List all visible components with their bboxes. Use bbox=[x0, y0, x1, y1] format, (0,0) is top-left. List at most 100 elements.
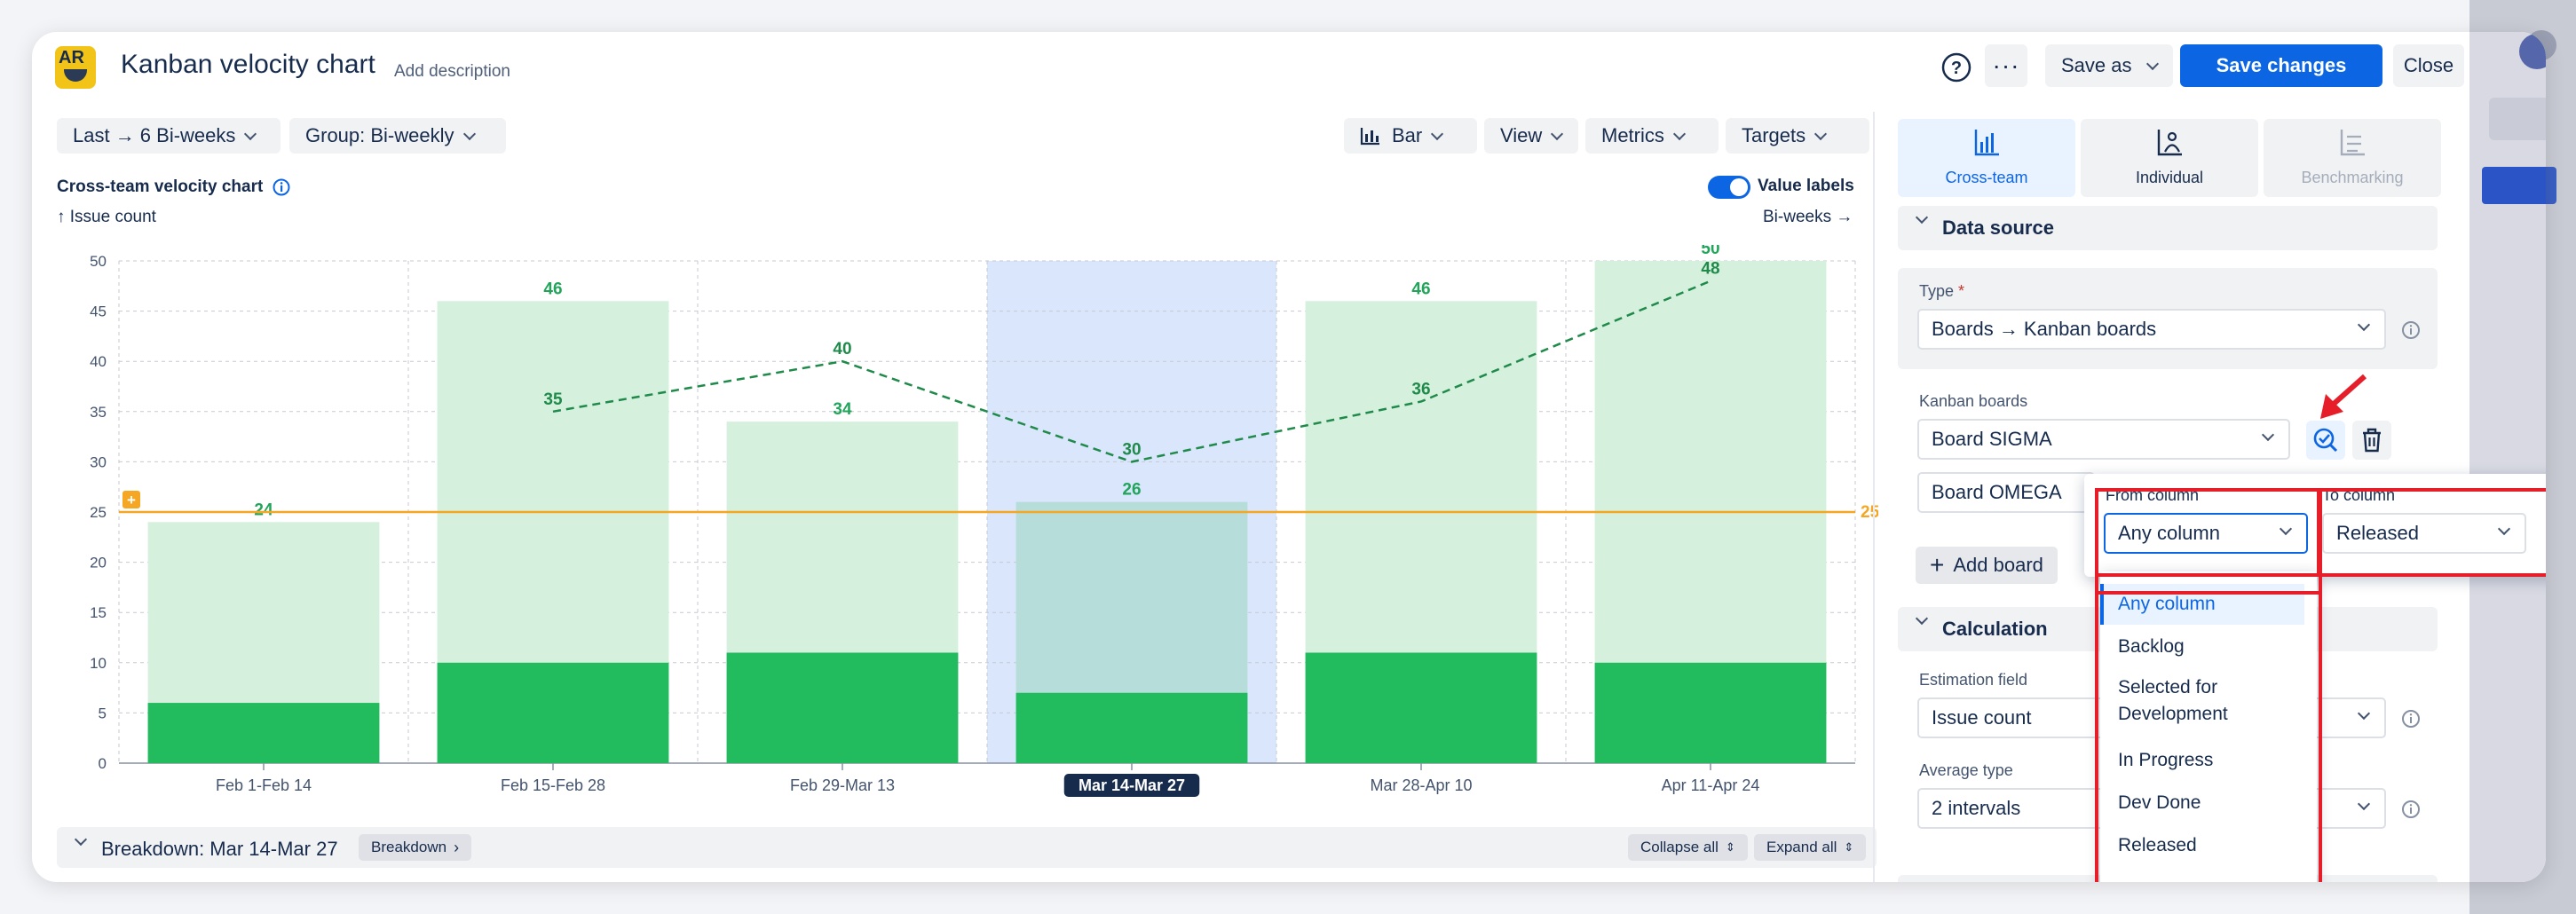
collapse-icon: ⇕ bbox=[1725, 840, 1735, 854]
average-type-label: Average type bbox=[1919, 761, 2013, 779]
menu-item-dev-done[interactable]: Dev Done bbox=[2118, 792, 2201, 813]
average-value-label: 48 bbox=[1701, 260, 1719, 279]
board-value: Board SIGMA bbox=[1932, 428, 2052, 450]
average-value-label: 30 bbox=[1122, 440, 1141, 459]
more-icon: ··· bbox=[1992, 51, 2020, 79]
average-type-value: 2 intervals bbox=[1932, 797, 2021, 819]
underlying-page-gutter bbox=[2469, 32, 2546, 882]
menu-item-selected-for-development[interactable]: Selected for Development bbox=[2118, 677, 2228, 724]
breakdown-button[interactable]: Breakdown › bbox=[359, 834, 472, 861]
estimation-value: Issue count bbox=[1932, 706, 2032, 729]
estimation-field-label: Estimation field bbox=[1919, 671, 2028, 689]
save-changes-button[interactable]: Save changes bbox=[2180, 44, 2382, 87]
menu-item-backlog[interactable]: Backlog bbox=[2118, 636, 2185, 657]
chart-title: Cross-team velocity chart bbox=[57, 177, 264, 196]
average-value-label: 36 bbox=[1411, 380, 1430, 398]
view-label: View bbox=[1500, 124, 1543, 146]
logo-text: AR bbox=[59, 48, 84, 67]
info-icon[interactable] bbox=[2400, 319, 2422, 341]
menu-item-any-column[interactable]: Any column bbox=[2100, 584, 2304, 625]
to-column-select[interactable]: Released bbox=[2322, 513, 2526, 554]
expand-all-button[interactable]: Expand all ⇕ bbox=[1754, 834, 1867, 861]
y-tick-label: 30 bbox=[90, 453, 107, 470]
selected-category-pill bbox=[1063, 774, 1200, 797]
from-column-value: Any column bbox=[2118, 522, 2220, 544]
from-column-menu: Any column Backlog Selected for Developm… bbox=[2100, 571, 2317, 882]
tab-label: Benchmarking bbox=[2301, 169, 2404, 186]
breakdown-button-label: Breakdown bbox=[371, 839, 447, 855]
bar-value-label: 50 bbox=[1701, 245, 1719, 258]
y-tick-label: 5 bbox=[99, 705, 107, 721]
help-icon[interactable]: ? bbox=[1939, 50, 1974, 85]
tab-individual[interactable]: Individual bbox=[2081, 119, 2258, 197]
save-as-label: Save as bbox=[2061, 54, 2132, 76]
type-field-label: Type * bbox=[1919, 282, 1965, 300]
target-label: 25 bbox=[1861, 503, 1878, 522]
from-column-select[interactable]: Any column bbox=[2104, 513, 2308, 554]
chart-editor-window: AR Kanban velocity chart Add description… bbox=[32, 32, 2546, 882]
close-button[interactable]: Close bbox=[2393, 44, 2464, 87]
y-tick-label: 40 bbox=[90, 353, 107, 370]
add-description-link[interactable]: Add description bbox=[394, 62, 510, 81]
add-board-button[interactable]: + Add board bbox=[1916, 547, 2058, 584]
annotation-box-from bbox=[2095, 488, 2322, 595]
y-tick-label: 20 bbox=[90, 555, 107, 571]
value-labels-toggle[interactable] bbox=[1708, 176, 1750, 199]
x-tick-label: Mar 14-Mar 27 bbox=[1079, 776, 1185, 794]
underlying-primary-button bbox=[2482, 167, 2546, 204]
metrics-label: Metrics bbox=[1601, 124, 1664, 146]
menu-item-released[interactable]: Released bbox=[2118, 835, 2197, 855]
range-dropdown[interactable]: Last → 6 Bi-weeks bbox=[57, 118, 281, 154]
x-tick-label: Apr 11-Apr 24 bbox=[1662, 776, 1760, 794]
tab-cross-team[interactable]: Cross-team bbox=[1898, 119, 2075, 197]
x-tick-label: Feb 15-Feb 28 bbox=[501, 776, 605, 794]
board-select-1[interactable]: Board SIGMA bbox=[1917, 419, 2290, 460]
bar-completed bbox=[147, 703, 380, 763]
info-icon[interactable] bbox=[2400, 708, 2422, 729]
chevron-down-icon bbox=[1814, 127, 1828, 140]
chevron-right-icon: › bbox=[454, 838, 460, 856]
save-as-button[interactable]: Save as bbox=[2045, 44, 2173, 87]
bar-value-label: 34 bbox=[833, 400, 852, 419]
benchmark-icon bbox=[2340, 130, 2365, 156]
chart-type-dropdown[interactable]: Bar bbox=[1344, 118, 1477, 154]
chevron-down-icon bbox=[1915, 611, 1929, 626]
targets-dropdown[interactable]: Targets bbox=[1726, 118, 1869, 154]
collapse-all-button[interactable]: Collapse all ⇕ bbox=[1628, 834, 1748, 861]
panel-divider bbox=[1873, 112, 1875, 882]
chevron-down-icon bbox=[1672, 127, 1686, 140]
column-filter-button[interactable] bbox=[2306, 421, 2345, 460]
breakdown-bar[interactable]: Breakdown: Mar 14-Mar 27 Breakdown › Col… bbox=[57, 827, 1877, 868]
group-dropdown[interactable]: Group: Bi-weekly bbox=[289, 118, 506, 154]
y-axis-title: ↑ Issue count bbox=[57, 208, 156, 226]
expand-icon: ⇕ bbox=[1844, 840, 1854, 854]
chevron-down-icon bbox=[1551, 127, 1564, 140]
board-value: Board OMEGA bbox=[1932, 481, 2062, 503]
x-tick-label: Mar 28-Apr 10 bbox=[1370, 776, 1472, 794]
info-icon[interactable] bbox=[272, 177, 291, 197]
metrics-dropdown[interactable]: Metrics bbox=[1585, 118, 1719, 154]
range-label: Last → 6 Bi-weeks bbox=[73, 124, 236, 146]
view-dropdown[interactable]: View bbox=[1484, 118, 1578, 154]
average-value-label: 35 bbox=[543, 390, 563, 409]
section-label: Calculation bbox=[1942, 618, 2048, 640]
data-source-section-header[interactable]: Data source bbox=[1898, 206, 2438, 250]
chevron-down-icon bbox=[1431, 127, 1444, 140]
person-chart-icon bbox=[2157, 130, 2182, 156]
delete-board-button[interactable] bbox=[2352, 421, 2391, 460]
board-select-2[interactable]: Board OMEGA bbox=[1917, 472, 2095, 513]
annotation-box-to bbox=[2317, 488, 2546, 577]
average-value-label: 40 bbox=[833, 340, 851, 359]
chevron-down-icon bbox=[74, 832, 88, 847]
type-select[interactable]: Boards → Kanban boards bbox=[1917, 309, 2386, 350]
chevron-down-icon bbox=[462, 127, 476, 140]
menu-item-in-progress[interactable]: In Progress bbox=[2118, 750, 2214, 770]
info-icon[interactable] bbox=[2400, 799, 2422, 820]
target-marker-plus: + bbox=[127, 492, 136, 508]
required-marker: * bbox=[1958, 282, 1965, 300]
more-actions-button[interactable]: ··· bbox=[1985, 44, 2027, 87]
bar-chart-icon bbox=[1974, 130, 1999, 156]
bar-value-label: 24 bbox=[254, 500, 273, 519]
section-label: Data source bbox=[1942, 217, 2054, 239]
bar-value-label: 46 bbox=[1411, 280, 1430, 298]
